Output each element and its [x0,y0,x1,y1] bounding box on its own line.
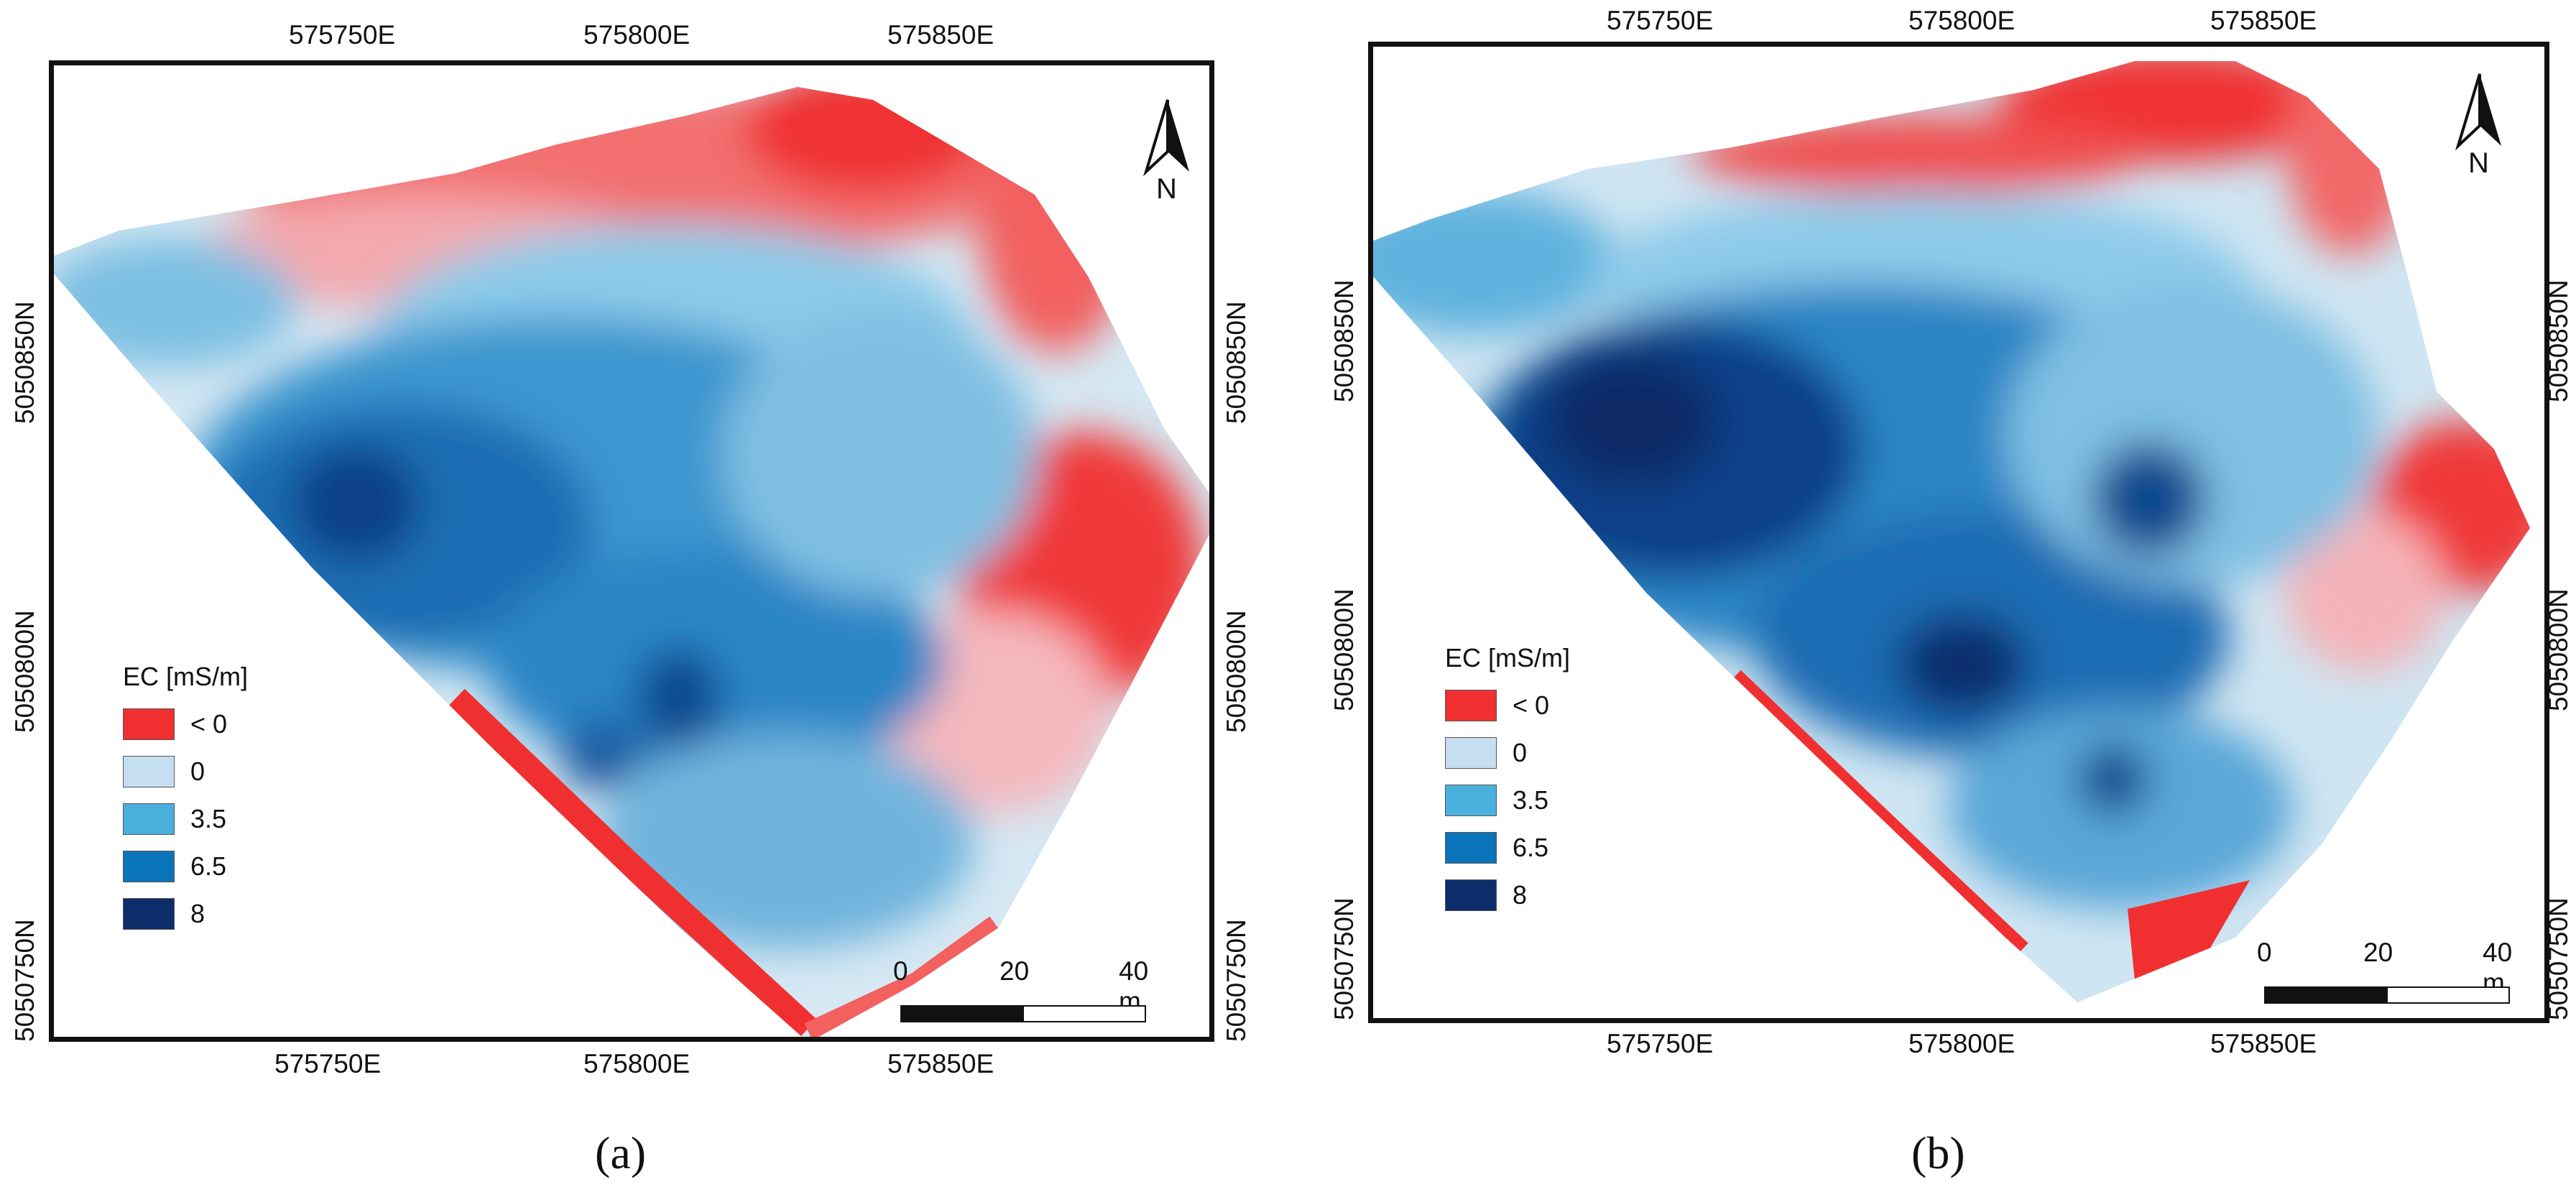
y-tick-right-1: 5050850N [1222,301,1251,424]
scale-label-0: 0 [893,956,908,986]
scale-bar-black [900,1005,1024,1022]
north-arrow-icon [2455,73,2501,151]
ec-map-b [1373,61,2530,1002]
y-tick-left-2: 5050800N [10,610,40,733]
legend-label: 3.5 [1513,785,1549,815]
legend-item: 0 [1445,729,1570,777]
caption-a: (a) [595,1127,647,1178]
legend-item: 3.5 [123,795,248,843]
legend-b: EC [mS/m] < 0 0 3.5 6.5 8 [1445,643,1570,919]
map-panel-a: 575750E 575800E 575850E [0,0,1286,1197]
scale-label-0: 0 [2257,938,2272,967]
legend-swatch [1445,832,1497,864]
x-tick-top-1: 575750E [1607,6,1714,35]
legend-swatch [123,708,175,740]
legend-label: 8 [190,899,206,928]
x-tick-bottom-3: 575850E [887,1049,994,1078]
x-tick-top-3: 575850E [887,20,994,50]
legend-title: EC [mS/m] [1445,643,1571,673]
y-tick-left-1: 5050850N [10,301,40,424]
scale-bar-black [2264,986,2388,1004]
legend-a: EC [mS/m] < 0 0 3.5 6.5 8 [123,662,248,938]
legend-swatch [1445,690,1497,721]
legend-swatch [123,756,175,787]
scale-bar-a: 0 20 40 m [893,956,1152,1028]
legend-swatch [1445,785,1497,816]
north-arrow-icon [1142,99,1189,177]
x-tick-bottom-1: 575750E [1607,1029,1714,1058]
y-tick-right-1: 5050850N [2544,279,2573,402]
scale-label-20: 20 [1000,956,1030,986]
scale-label-20: 20 [2363,938,2393,967]
x-tick-bottom-1: 575750E [274,1049,382,1078]
legend-label: < 0 [1513,690,1550,720]
map-frame: N EC [mS/m] < 0 0 3.5 6.5 8 0 20 40 m [1368,42,2549,1023]
x-tick-bottom-2: 575800E [583,1049,691,1078]
legend-item: 8 [1445,872,1570,919]
legend-item: < 0 [1445,682,1570,729]
x-tick-top-2: 575800E [1908,6,2016,35]
legend-label: 8 [1513,880,1528,910]
x-tick-top-1: 575750E [289,20,396,50]
ec-map-a [54,87,1209,1037]
legend-item: 8 [123,890,248,938]
legend-swatch [1445,737,1497,769]
x-tick-top-3: 575850E [2210,6,2317,35]
legend-label: 6.5 [190,851,227,881]
legend-item: < 0 [123,701,248,748]
legend-label: < 0 [190,709,228,739]
north-label: N [1156,173,1177,205]
legend-label: 0 [1513,738,1528,767]
y-tick-left-1: 5050850N [1329,279,1359,402]
y-tick-left-3: 5050750N [1329,897,1359,1020]
legend-swatch [1445,879,1497,911]
legend-swatch [123,898,175,930]
y-tick-right-2: 5050800N [1222,610,1251,733]
legend-swatch [123,803,175,835]
north-label: N [2468,147,2489,179]
x-tick-top-2: 575800E [583,20,691,50]
y-tick-left-3: 5050750N [10,919,40,1042]
legend-swatch [123,851,175,882]
y-tick-right-3: 5050750N [1222,919,1251,1042]
legend-item: 6.5 [123,843,248,890]
y-tick-right-3: 5050750N [2544,897,2573,1020]
scale-bar-white [1022,1005,1146,1022]
legend-label: 3.5 [190,804,227,833]
y-tick-left-2: 5050800N [1329,588,1359,711]
scale-bar-white [2386,986,2510,1004]
map-frame: N EC [mS/m] < 0 0 3.5 6.5 8 0 20 40 m [49,60,1214,1042]
legend-item: 0 [123,748,248,795]
map-panel-b: 575750E 575800E 575850E [1322,0,2576,1197]
legend-item: 3.5 [1445,777,1570,824]
y-tick-right-2: 5050800N [2544,588,2573,711]
scale-bar-b: 0 20 40 m [2257,938,2516,1009]
legend-label: 0 [190,757,206,786]
legend-title: EC [mS/m] [123,662,249,691]
legend-label: 6.5 [1513,833,1549,862]
x-tick-bottom-2: 575800E [1908,1029,2016,1058]
caption-b: (b) [1911,1127,1965,1178]
x-tick-bottom-3: 575850E [2210,1029,2317,1058]
legend-item: 6.5 [1445,824,1570,872]
